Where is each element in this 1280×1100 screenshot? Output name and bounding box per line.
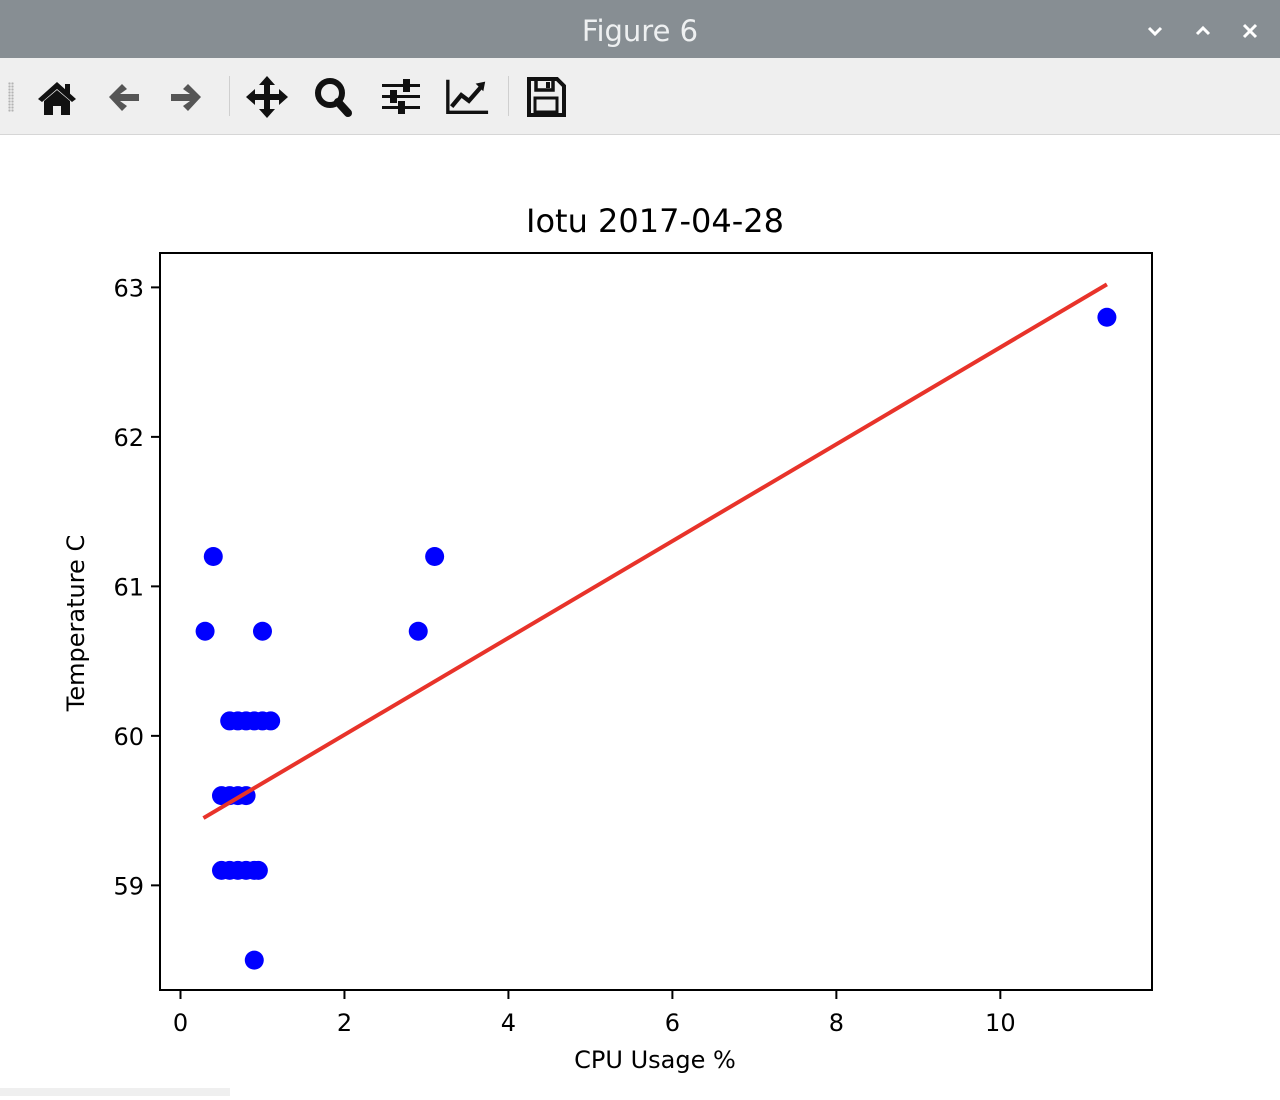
x-tick-label: 8 [829, 1009, 844, 1037]
figure-canvas[interactable]: Iotu 2017-04-28 Temperature C CPU Usage … [0, 135, 1280, 1096]
zoom-button[interactable] [311, 74, 357, 120]
scatter-point [1097, 307, 1117, 327]
window-titlebar: Figure 6 [0, 0, 1280, 58]
plot-frame [159, 252, 1153, 991]
move-icon [246, 76, 288, 118]
y-axis-label: Temperature C [62, 535, 90, 712]
floppy-disk-icon [527, 77, 566, 117]
arrow-left-icon [109, 84, 139, 111]
home-icon [38, 82, 76, 115]
sliders-icon [382, 79, 420, 114]
scatter-point [203, 546, 223, 566]
y-tick-label: 59 [113, 872, 144, 900]
back-button[interactable] [100, 74, 146, 120]
toolbar-grip[interactable] [8, 82, 14, 112]
configure-subplots-button[interactable] [378, 74, 424, 120]
y-tick-label: 61 [113, 573, 144, 601]
toolbar-separator [508, 76, 509, 116]
y-tick-label: 62 [113, 424, 144, 452]
pan-button[interactable] [244, 74, 290, 120]
minimize-icon[interactable] [1136, 12, 1174, 50]
line-chart-icon [446, 79, 489, 115]
window-title: Figure 6 [581, 14, 699, 48]
navigation-toolbar [0, 58, 1280, 135]
scatter-point [244, 950, 264, 970]
scatter-point [248, 860, 268, 880]
scatter-point [261, 711, 281, 731]
x-tick-label: 2 [337, 1009, 352, 1037]
x-tick-label: 4 [501, 1009, 516, 1037]
edit-axes-button[interactable] [444, 74, 490, 120]
x-tick-label: 6 [665, 1009, 680, 1037]
arrow-right-icon [171, 84, 201, 111]
chart: Iotu 2017-04-28 Temperature C CPU Usage … [62, 202, 1153, 1074]
y-tick-label: 63 [113, 274, 144, 302]
scatter-point [425, 546, 445, 566]
forward-button[interactable] [164, 74, 210, 120]
maximize-icon[interactable] [1184, 12, 1222, 50]
close-icon[interactable] [1231, 12, 1269, 50]
scatter-point [408, 621, 428, 641]
save-button[interactable] [523, 74, 569, 120]
scatter-point [195, 621, 215, 641]
home-button[interactable] [34, 74, 80, 120]
y-tick-label: 60 [113, 723, 144, 751]
status-strip [0, 1088, 230, 1096]
trend-line [202, 282, 1108, 820]
magnifier-icon [315, 78, 352, 117]
x-tick-label: 10 [985, 1009, 1016, 1037]
scatter-point [252, 621, 272, 641]
chart-title: Iotu 2017-04-28 [526, 202, 784, 240]
x-tick-label: 0 [173, 1009, 188, 1037]
x-axis-label: CPU Usage % [574, 1046, 736, 1074]
toolbar-separator [229, 76, 230, 116]
